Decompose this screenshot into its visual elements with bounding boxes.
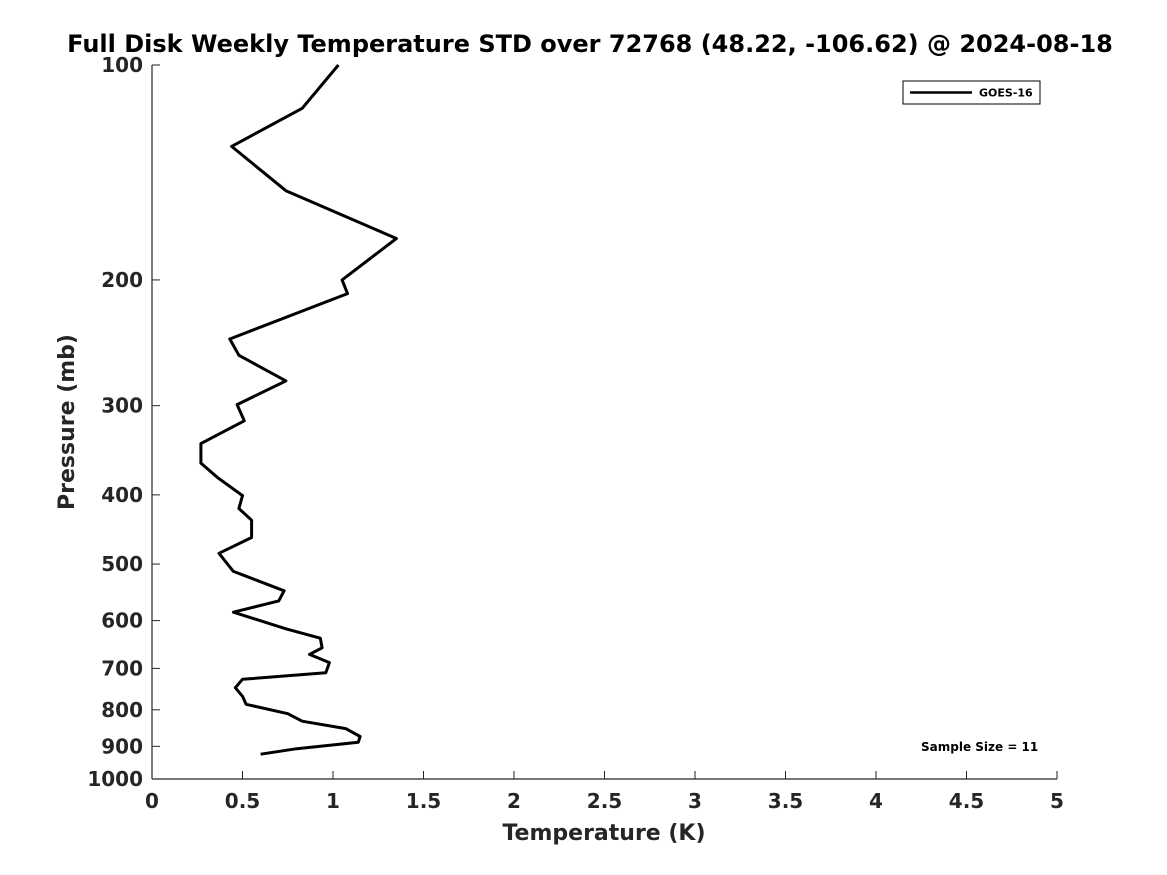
y-axis-label: Pressure (mb) xyxy=(55,334,80,510)
y-tick-label: 400 xyxy=(101,483,143,507)
y-tick-label: 200 xyxy=(101,268,143,292)
y-tick-label: 700 xyxy=(101,656,143,680)
y-tick-label: 100 xyxy=(101,53,143,77)
x-tick-label: 0.5 xyxy=(225,789,260,813)
x-axis-label: Temperature (K) xyxy=(502,821,705,846)
y-tick-label: 1000 xyxy=(87,767,143,791)
x-tick-label: 1.5 xyxy=(406,789,441,813)
x-tick-label: 1 xyxy=(326,789,340,813)
x-ticks: 0 0.5 1 1.5 2 2.5 3 3.5 4 4.5 5 xyxy=(145,771,1064,813)
y-tick-label: 600 xyxy=(101,609,143,633)
y-ticks: 100 200 300 400 500 600 700 800 900 1000 xyxy=(87,53,160,791)
y-tick-label: 300 xyxy=(101,394,143,418)
x-tick-label: 4 xyxy=(869,789,883,813)
sample-size-annotation: Sample Size = 11 xyxy=(921,740,1038,754)
x-tick-label: 0 xyxy=(145,789,159,813)
x-tick-label: 3.5 xyxy=(768,789,803,813)
x-tick-label: 2.5 xyxy=(587,789,622,813)
series-group xyxy=(199,64,398,756)
series-line-goes-16 xyxy=(199,64,398,756)
legend-label-goes-16: GOES-16 xyxy=(979,87,1033,100)
plot-area: 0 0.5 1 1.5 2 2.5 3 3.5 4 4.5 5 100 200 300 400 500 600… xyxy=(87,53,1064,813)
chart-title: Full Disk Weekly Temperature STD over 72… xyxy=(67,30,1113,58)
x-tick-label: 2 xyxy=(507,789,521,813)
x-tick-label: 5 xyxy=(1050,789,1064,813)
y-tick-label: 900 xyxy=(101,734,143,758)
y-tick-label: 500 xyxy=(101,552,143,576)
y-tick-label: 800 xyxy=(101,698,143,722)
legend: GOES-16 xyxy=(902,80,1041,105)
x-tick-label: 4.5 xyxy=(949,789,984,813)
x-tick-label: 3 xyxy=(688,789,702,813)
